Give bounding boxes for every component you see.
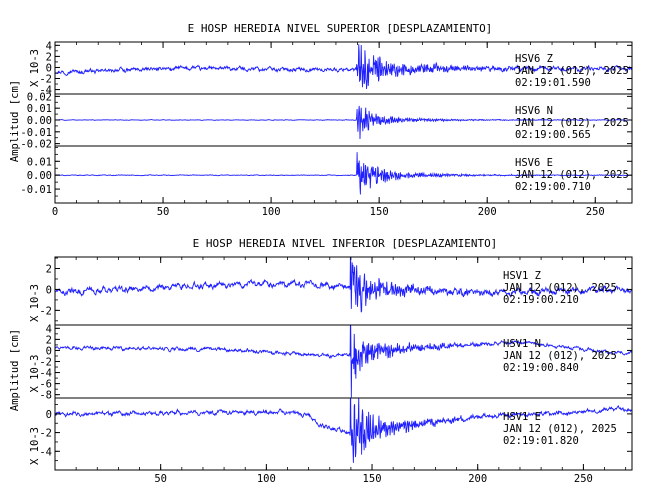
x-tick-label: 250 <box>586 206 605 218</box>
date-label: JAN 12 (012), 2025 <box>515 117 629 129</box>
chart-lower: E HOSP HEREDIA NIVEL INFERIOR [DESPLAZAM… <box>9 237 633 485</box>
y-tick-label: 0 <box>46 409 52 421</box>
x-tick-label: 200 <box>478 206 497 218</box>
y-tick-label: -8 <box>39 390 52 402</box>
station-channel-label: HSV6 Z <box>515 53 553 65</box>
trace-line <box>55 152 632 195</box>
y-tick-label: 0 <box>46 345 52 357</box>
start-time-label: 02:19:00.210 <box>503 294 579 306</box>
trace-line <box>55 44 632 89</box>
start-time-label: 02:19:01.590 <box>515 77 591 89</box>
y-tick-label: -4 <box>39 85 52 97</box>
date-label: JAN 12 (012), 2025 <box>515 65 629 77</box>
trace-line <box>55 325 632 398</box>
station-channel-label: HSV1 E <box>503 411 541 423</box>
y-tick-label: 0.00 <box>27 170 52 182</box>
x-tick-label: 200 <box>468 473 487 485</box>
y-tick-label: -2 <box>39 74 52 86</box>
y-tick-label: 4 <box>46 323 52 335</box>
trace-line <box>55 105 632 139</box>
panel-frame <box>54 145 633 204</box>
x-tick-label: 0 <box>52 206 58 218</box>
chart-title: E HOSP HEREDIA NIVEL INFERIOR [DESPLAZAM… <box>193 237 498 250</box>
y-tick-label: 0 <box>46 284 52 296</box>
y-tick-label: -2 <box>39 357 52 369</box>
y-tick-label: 0.00 <box>27 115 52 127</box>
chart-title: E HOSP HEREDIA NIVEL SUPERIOR [DESPLAZAM… <box>188 22 493 35</box>
date-label: JAN 12 (012), 2025 <box>503 282 617 294</box>
x-tick-label: 150 <box>370 206 389 218</box>
y-tick-label: -0.01 <box>20 184 52 196</box>
x-tick-label: 100 <box>262 206 281 218</box>
start-time-label: 02:19:01.820 <box>503 435 579 447</box>
x-tick-label: 50 <box>157 206 170 218</box>
x-tick-label: 50 <box>154 473 167 485</box>
x-tick-label: 100 <box>257 473 276 485</box>
y-tick-label: -0.02 <box>20 139 52 151</box>
y-axis-label: Amplitud [cm] <box>9 80 21 162</box>
station-channel-label: HSV6 E <box>515 157 553 169</box>
scale-label: X 10-3 <box>29 355 41 393</box>
scale-label: X 10-3 <box>29 284 41 322</box>
y-tick-label: 2 <box>46 264 52 276</box>
y-tick-label: 0.02 <box>27 91 52 103</box>
y-tick-label: 4 <box>46 40 52 52</box>
panel-frame <box>54 397 633 471</box>
start-time-label: 02:19:00.565 <box>515 129 591 141</box>
y-tick-label: 2 <box>46 51 52 63</box>
y-tick-label: -0.01 <box>20 127 52 139</box>
station-channel-label: HSV6 N <box>515 105 553 117</box>
y-tick-label: -6 <box>39 379 52 391</box>
x-tick-label: 250 <box>574 473 593 485</box>
station-channel-label: HSV1 Z <box>503 270 541 282</box>
trace-line <box>55 257 632 313</box>
y-axis-label: Amplitud [cm] <box>9 329 21 411</box>
y-tick-label: -2 <box>39 305 52 317</box>
y-tick-label: -4 <box>39 446 52 458</box>
date-label: JAN 12 (012), 2025 <box>503 350 617 362</box>
scale-label: X 10-3 <box>29 49 41 87</box>
x-tick-label: 150 <box>363 473 382 485</box>
y-tick-label: 0 <box>46 62 52 74</box>
y-tick-label: 2 <box>46 334 52 346</box>
start-time-label: 02:19:00.840 <box>503 362 579 374</box>
y-tick-label: -4 <box>39 368 52 380</box>
start-time-label: 02:19:00.710 <box>515 181 591 193</box>
y-tick-label: 0.01 <box>27 156 52 168</box>
date-label: JAN 12 (012), 2025 <box>515 169 629 181</box>
y-tick-label: -2 <box>39 428 52 440</box>
y-tick-label: 0.01 <box>27 103 52 115</box>
chart-upper: E HOSP HEREDIA NIVEL SUPERIOR [DESPLAZAM… <box>9 22 633 218</box>
date-label: JAN 12 (012), 2025 <box>503 423 617 435</box>
station-channel-label: HSV1 N <box>503 338 541 350</box>
scale-label: X 10-3 <box>29 427 41 465</box>
trace-line <box>55 398 632 463</box>
